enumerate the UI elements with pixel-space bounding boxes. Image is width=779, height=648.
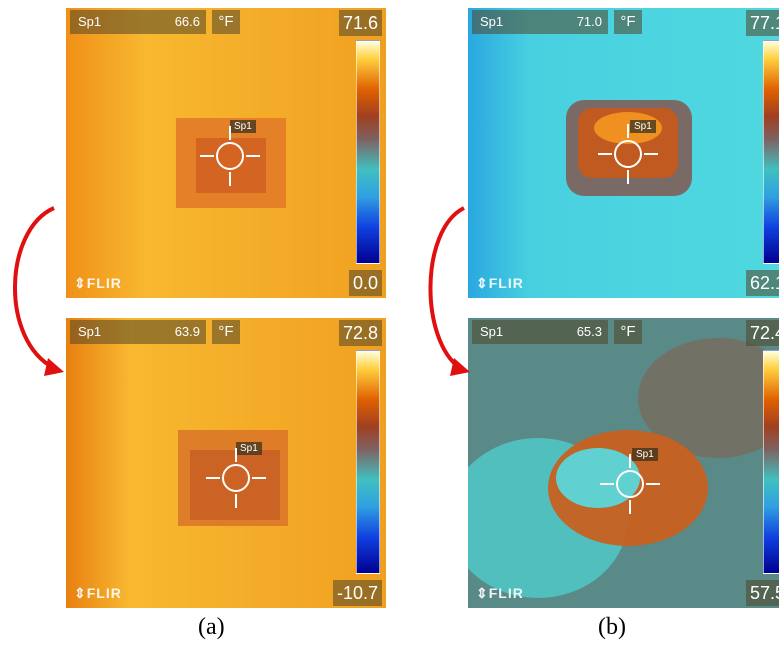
crosshair-icon [598,452,662,516]
logo-text: FLIR [86,275,122,291]
thermal-image-a-bottom: Sp1 63.9 °F 72.8 -10.7 ⇕FLIR Sp1 [66,318,386,608]
spot-value: 71.0 [576,14,602,29]
spot-readout: Sp1 63.9 [70,320,206,344]
transition-arrow-b [428,206,470,376]
scale-min: 62.1 [745,270,779,296]
spot-label: Sp1 [78,324,102,339]
flir-logo: ⇕FLIR [74,585,122,601]
thermal-image-b-bottom: Sp1 65.3 °F 72.4 57.5 ⇕FLIR Sp1 [468,318,779,608]
spot-label: Sp1 [78,14,102,29]
thermal-image-a-top: Sp1 66.6 °F 71.6 0.0 ⇕FLIR Sp1 [66,8,386,298]
spot-value: 65.3 [576,324,602,339]
crosshair-icon [596,122,660,186]
thermal-background [468,318,779,608]
spot-tag: Sp1 [630,120,656,133]
unit-label: °F [212,320,240,344]
flir-logo: ⇕FLIR [476,585,524,601]
caption-b: (b) [598,614,626,640]
spot-tag: Sp1 [632,448,658,461]
color-scale-bar [763,40,779,264]
thermal-background [66,318,386,608]
spot-readout: Sp1 71.0 [472,10,608,34]
unit-label: °F [614,320,642,344]
scale-min: 0.0 [348,270,382,296]
spot-label: Sp1 [480,14,504,29]
flir-logo: ⇕FLIR [476,275,524,291]
crosshair-icon [198,124,262,188]
spot-value: 66.6 [174,14,200,29]
color-scale-bar [356,350,380,574]
spot-readout: Sp1 66.6 [70,10,206,34]
scale-min: -10.7 [332,580,382,606]
spot-readout: Sp1 65.3 [472,320,608,344]
unit-label: °F [212,10,240,34]
scale-max: 72.8 [338,320,382,346]
unit-label: °F [614,10,642,34]
caption-a: (a) [198,614,225,640]
scale-min: 57.5 [745,580,779,606]
logo-text: FLIR [86,585,122,601]
scale-max: 77.1 [745,10,779,36]
color-scale-bar [356,40,380,264]
color-scale-bar [763,350,779,574]
spot-label: Sp1 [480,324,504,339]
scale-max: 72.4 [745,320,779,346]
flir-logo: ⇕FLIR [74,275,122,291]
thermal-background [468,8,779,298]
transition-arrow-a [13,206,64,376]
scale-max: 71.6 [338,10,382,36]
thermal-image-b-top: Sp1 71.0 °F 77.1 62.1 ⇕FLIR Sp1 [468,8,779,298]
spot-value: 63.9 [174,324,200,339]
spot-tag: Sp1 [230,120,256,133]
logo-text: FLIR [488,275,524,291]
logo-text: FLIR [488,585,524,601]
crosshair-icon [204,446,268,510]
spot-tag: Sp1 [236,442,262,455]
thermal-background [66,8,386,298]
